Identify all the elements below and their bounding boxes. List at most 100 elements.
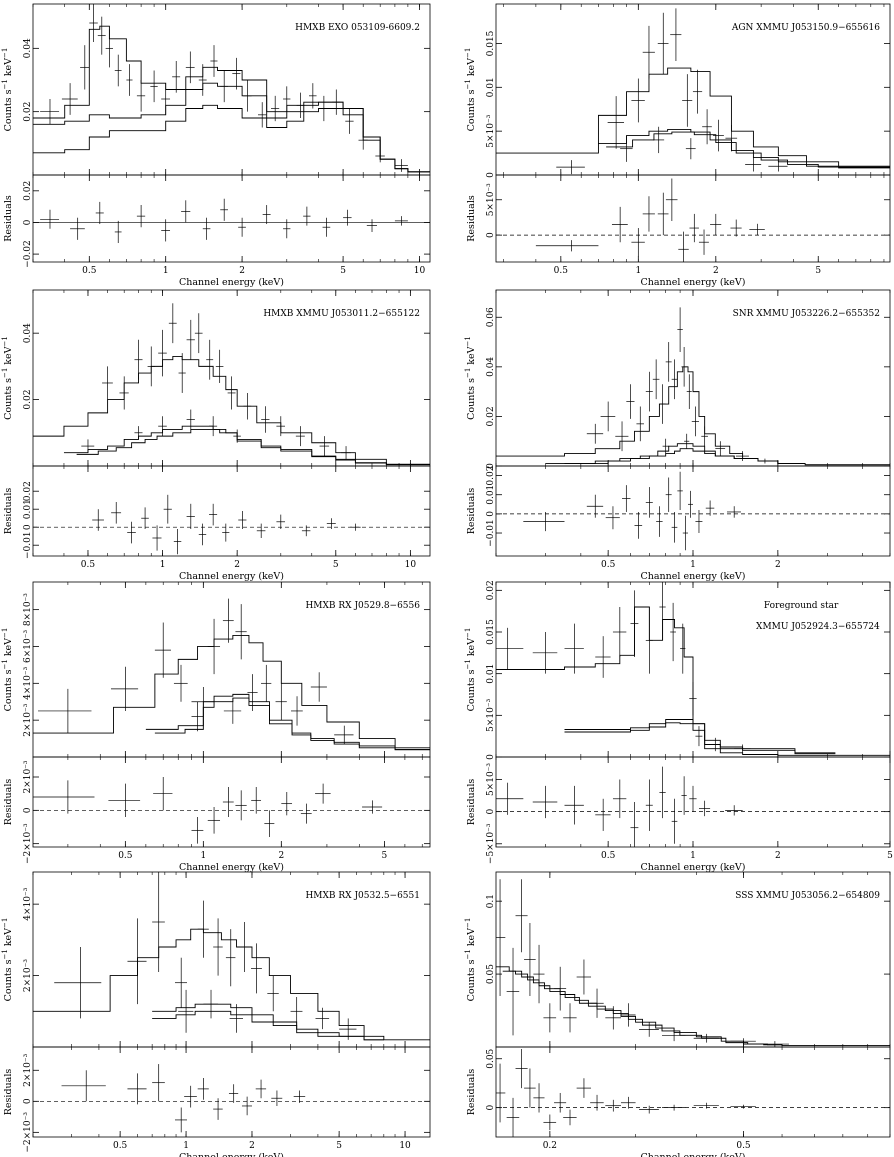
spectrum-panel-1: 0.5 1 2 5 10 0.02 0.04 −0.02 0 0.02 Channel energy… [1, 3, 431, 288]
residual-frame [32, 465, 431, 557]
x-tick-label: 0.5 [81, 560, 96, 570]
x-tick-label: 5 [333, 560, 339, 570]
res-tick-label: 2×10⁻³ [23, 1053, 33, 1086]
x-tick-label: 10 [405, 560, 417, 570]
x-axis-title: Channel energy (keV) [641, 571, 746, 582]
model-series-3 [564, 448, 806, 464]
panel-title: SNR XMMU J053226.2−655352 [733, 309, 880, 319]
y-tick-label: 0.02 [486, 580, 496, 600]
y-tick-label: 0.015 [486, 30, 496, 56]
x-tick-label: 0.5 [113, 1141, 128, 1151]
x-tick-label: 10 [414, 266, 426, 276]
x-tick-label: 2 [249, 1141, 255, 1151]
y-tick-label: 2×10⁻³ [23, 959, 33, 992]
spectrum-plot-area [33, 4, 430, 173]
res-tick-label: 0.05 [486, 1048, 496, 1068]
y-tick-label: 5×10⁻³ [486, 114, 496, 147]
x-tick-label: 2 [775, 560, 781, 570]
panel-title: HMXB RX J0532.5−6551 [305, 891, 420, 901]
y-axis-title: Counts s−1 keV−1 [464, 48, 477, 132]
x-tick-label: 2 [713, 266, 719, 276]
x-axis-title: Channel energy (keV) [641, 277, 746, 288]
spectrum-plot-area [33, 598, 430, 751]
panel-title: HMXB EXO 053109-6609.2 [295, 23, 420, 33]
x-tick-label: 0.5 [601, 851, 616, 861]
model-series-1 [33, 355, 430, 465]
model-series-3 [154, 697, 430, 751]
res-tick-label: 0 [23, 807, 33, 813]
spectrum-panel-5: 0.5 1 2 5 2×10⁻³ 4×10⁻³ 6×10⁻³ 8×10⁻³ −2×10⁻³ 0 2×… [1, 581, 431, 873]
model-series-2 [152, 1003, 384, 1041]
res-tick-label: −2×10⁻³ [23, 1112, 33, 1153]
res-tick-label: 0.01 [486, 485, 496, 505]
model-series-3 [606, 131, 890, 168]
y-tick-label: 0.04 [486, 357, 496, 377]
y-axis-title: Counts s−1 keV−1 [464, 628, 477, 712]
res-tick-label: 0 [23, 1098, 33, 1104]
x-tick-label: 5 [815, 266, 821, 276]
res-tick-label: 0 [486, 809, 496, 815]
residual-plot-area [496, 1048, 890, 1137]
x-tick-label: 5 [336, 1141, 342, 1151]
x-tick-label: 5 [340, 266, 346, 276]
x-tick-label: 2 [278, 851, 284, 861]
y-tick-label: 0.04 [23, 323, 33, 343]
spectrum-plot-area [33, 303, 430, 466]
y-tick-label: 0.02 [23, 390, 33, 410]
res-tick-label: 0 [23, 219, 33, 225]
model-series-1 [33, 928, 430, 1041]
y-axis-title: Counts s−1 keV−1 [1, 918, 14, 1002]
residual-axis-title: Residuals [3, 779, 14, 826]
residual-axis-title: Residuals [466, 195, 477, 242]
res-tick-label: 2×10⁻³ [23, 760, 33, 793]
x-tick-label: 2 [775, 851, 781, 861]
y-tick-label: 6×10⁻³ [23, 630, 33, 663]
y-tick-label: 4×10⁻³ [23, 666, 33, 699]
res-tick-label: 0 [23, 524, 33, 530]
x-tick-label: 0.5 [601, 560, 616, 570]
spectrum-panel-8: 0.2 0.5 0.05 0.1 0 0.05 Channel energy (keV) Co… [464, 871, 891, 1157]
y-tick-label: 0.02 [486, 406, 496, 426]
y-tick-label: 0.04 [23, 38, 33, 58]
residual-frame [495, 465, 891, 557]
residual-frame [495, 174, 891, 263]
x-axis-title: Channel energy (keV) [641, 1152, 746, 1157]
res-tick-label: 0 [486, 232, 496, 238]
y-tick-label: 0.1 [486, 894, 496, 908]
y-tick-label: 0 [486, 463, 496, 469]
y-axis-title: Counts s−1 keV−1 [1, 336, 14, 420]
panel-title: SSS XMMU J053056.2−654809 [735, 891, 880, 901]
model-series-2 [502, 970, 783, 1046]
res-tick-label: 0.02 [23, 481, 33, 501]
residual-axis-title: Residuals [466, 488, 477, 535]
x-tick-label: 1 [183, 1141, 189, 1151]
residual-plot-area [33, 1064, 430, 1133]
residual-axis-title: Residuals [3, 1069, 14, 1116]
y-tick-label: 0.01 [486, 77, 496, 97]
x-tick-label: 1 [635, 266, 641, 276]
model-series-3 [76, 429, 430, 466]
y-tick-label: 0.06 [486, 307, 496, 327]
res-tick-label: 5×10⁻³ [486, 763, 496, 796]
panel-title: HMXB XMMU J053011.2−655122 [263, 309, 420, 319]
spectrum-panel-6: 0.5 1 2 5 0 5×10⁻³ 0.01 0.015 0.02 −5×10⁻³ 0 5×10⁻³… [464, 580, 893, 873]
res-tick-label: −0.02 [23, 240, 33, 268]
res-tick-label: −0.01 [23, 531, 33, 559]
y-tick-label: 0 [486, 172, 496, 178]
model-series-2 [33, 82, 430, 173]
residual-plot-area [496, 766, 890, 847]
res-tick-label: 0.01 [23, 499, 33, 519]
panel-subtitle: XMMU J052924.3−655724 [756, 622, 880, 632]
model-series-1 [33, 25, 430, 173]
residual-axis-title: Residuals [3, 195, 14, 242]
model-series-1 [33, 634, 430, 749]
x-tick-label: 0.5 [736, 1141, 751, 1151]
res-tick-label: 0 [486, 1105, 496, 1111]
res-tick-label: −0.01 [486, 519, 496, 547]
spectrum-plot-area [496, 8, 890, 175]
y-axis-title: Counts s−1 keV−1 [464, 918, 477, 1002]
panel-title: Foreground star [764, 601, 839, 611]
x-axis-title: Channel energy (keV) [179, 571, 284, 582]
x-axis-title: Channel energy (keV) [641, 862, 746, 873]
